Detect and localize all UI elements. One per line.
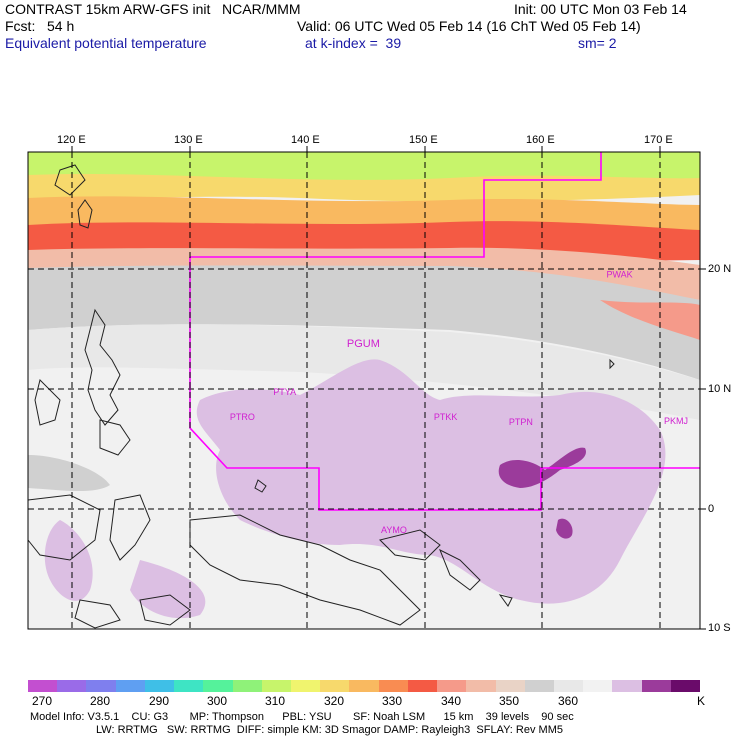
legend-swatch-15: [466, 680, 496, 692]
lon-label-140e: 140 E: [291, 134, 320, 146]
coast-new-guinea: [189, 514, 421, 626]
station-ptro: PTRO: [230, 412, 255, 422]
legend-label-340: 340: [441, 694, 462, 708]
lon-label-150e: 150 E: [409, 134, 438, 146]
header-forecast-hour: Fcst: 54 h: [5, 18, 75, 34]
field-band-350: [28, 265, 700, 380]
legend-swatch-19: [583, 680, 613, 692]
legend-label-290: 290: [149, 694, 170, 708]
legend-label-300: 300: [207, 694, 228, 708]
station-ptpn: PTPN: [509, 417, 533, 427]
legend-swatch-21: [641, 680, 671, 692]
legend-swatch-10: [320, 680, 350, 692]
field-band-340-east: [600, 300, 700, 340]
legend-swatch-11: [349, 680, 379, 692]
axis-ticks: [71, 146, 706, 630]
coast-borneo: [28, 494, 101, 561]
legend-label-270: 270: [32, 694, 53, 708]
legend-label-330: 330: [382, 694, 403, 708]
legend-swatch-14: [437, 680, 467, 692]
legend-label-360: 360: [558, 694, 579, 708]
lon-label-170e: 170 E: [644, 134, 673, 146]
lat-label-10s: 10 S: [708, 622, 731, 634]
field-region-360: [196, 359, 666, 604]
legend-swatch-12: [378, 680, 408, 692]
coast-new-britain: [379, 529, 441, 561]
lon-label-130e: 130 E: [174, 134, 203, 146]
lat-label-0: 0: [708, 503, 715, 515]
legend-swatch-20: [612, 680, 642, 692]
field-region-350-west: [28, 455, 110, 492]
station-ptya: PTYA: [273, 387, 296, 397]
legend-swatch-16: [495, 680, 525, 692]
header-level: at k-index = 39: [305, 35, 402, 51]
footer-physics-info: LW: RRTMG SW: RRTMG DIFF: simple KM: 3D …: [96, 724, 563, 736]
coast-sulawesi: [109, 494, 151, 561]
field-region-360-sw: [130, 560, 206, 619]
coast-palawan: [34, 379, 61, 426]
legend-label-350: 350: [499, 694, 520, 708]
legend-swatch-5: [174, 680, 204, 692]
legend-swatch-7: [232, 680, 262, 692]
legend-label-280: 280: [90, 694, 111, 708]
header-model-title: CONTRAST 15km ARW-GFS init NCAR/MMM: [5, 1, 301, 17]
domain-boundary-north: [190, 152, 602, 258]
station-ptkk: PTKK: [434, 412, 458, 422]
station-labels: PGUM PTYA PTRO PTKK PTPN PKMJ PWAK AYMO: [230, 269, 688, 535]
legend-swatch-17: [524, 680, 554, 692]
legend-swatch-0: [28, 680, 58, 692]
field-region-360-west: [44, 520, 93, 601]
coastlines: [28, 164, 615, 629]
header-smoothing: sm= 2: [578, 35, 617, 51]
legend-swatch-1: [57, 680, 87, 692]
coast-luzon: [84, 308, 121, 426]
legend-swatch-2: [86, 680, 116, 692]
coast-mindanao: [99, 419, 131, 456]
footer-model-info: Model Info: V3.5.1 CU: G3 MP: Thompson P…: [30, 711, 574, 723]
legend-swatch-22: [670, 680, 701, 692]
legend-swatch-13: [407, 680, 438, 692]
legend-label-310: 310: [265, 694, 286, 708]
coast-taiwan: [77, 199, 93, 229]
lat-label-20n: 20 N: [708, 263, 732, 275]
lat-lon-grid: [28, 152, 700, 629]
legend-label-320: 320: [324, 694, 345, 708]
lat-label-10n: 10 N: [708, 383, 732, 395]
legend-swatch-4: [144, 680, 175, 692]
station-pkmj: PKMJ: [664, 416, 688, 426]
legend-swatch-9: [290, 680, 321, 692]
station-pgum: PGUM: [347, 338, 380, 350]
legend-swatch-3: [115, 680, 145, 692]
station-aymo: AYMO: [381, 525, 407, 535]
legend-swatch-8: [261, 680, 291, 692]
header-field-name: Equivalent potential temperature: [5, 35, 207, 51]
legend-swatch-6: [203, 680, 233, 692]
field-band-340: [28, 247, 700, 300]
station-pwak: PWAK: [606, 269, 632, 279]
legend-label-unit: K: [697, 694, 706, 708]
field-region-370-south: [556, 518, 573, 539]
color-legend-bar: [28, 680, 701, 692]
lon-label-160e: 160 E: [526, 134, 555, 146]
coast-timor: [139, 594, 191, 626]
domain-boundary-south: [189, 257, 700, 511]
map-frame: [27, 151, 701, 630]
legend-swatch-18: [553, 680, 584, 692]
coast-island-2: [498, 594, 513, 607]
header-init-time: Init: 00 UTC Mon 03 Feb 14: [514, 1, 687, 17]
header-valid-time: Valid: 06 UTC Wed 05 Feb 14 (16 ChT Wed …: [297, 18, 641, 34]
field-band-320: [28, 173, 700, 205]
coast-island-3: [609, 358, 615, 370]
coast-flores: [74, 599, 121, 629]
coast-bougainville: [439, 548, 481, 591]
field-region-370: [498, 447, 586, 488]
coast-island-1: [254, 479, 267, 493]
lon-label-120e: 120 E: [57, 134, 86, 146]
